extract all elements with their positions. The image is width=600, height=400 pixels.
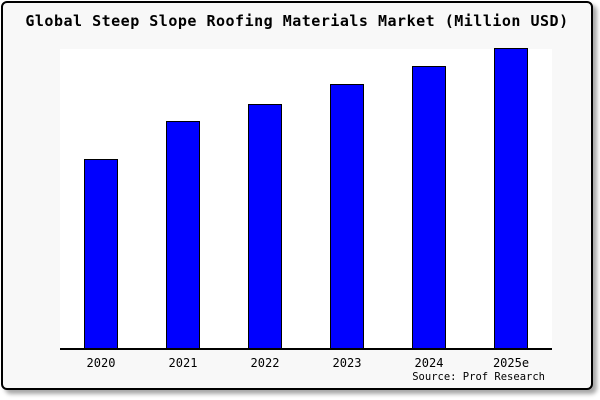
x-axis-labels: 2020 2021 2022 2023 2024 2025e bbox=[60, 356, 552, 372]
x-tick-label: 2020 bbox=[86, 356, 116, 370]
bar-2022 bbox=[248, 104, 282, 348]
plot-area bbox=[60, 48, 552, 350]
x-tick-label: 2025e bbox=[492, 356, 530, 370]
bar-2024 bbox=[412, 66, 446, 348]
chart-title: Global Steep Slope Roofing Materials Mar… bbox=[25, 12, 569, 30]
x-tick-label: 2022 bbox=[250, 356, 280, 370]
bar-2025e bbox=[494, 48, 528, 348]
bar-2023 bbox=[330, 84, 364, 348]
chart-window: Global Steep Slope Roofing Materials Mar… bbox=[1, 1, 593, 390]
x-tick-label: 2021 bbox=[168, 356, 198, 370]
x-tick-label: 2023 bbox=[332, 356, 362, 370]
bar-2021 bbox=[166, 121, 200, 348]
x-tick-label: 2024 bbox=[414, 356, 444, 370]
source-credit: Source: Prof Research bbox=[412, 371, 545, 383]
bar-2020 bbox=[84, 159, 118, 348]
